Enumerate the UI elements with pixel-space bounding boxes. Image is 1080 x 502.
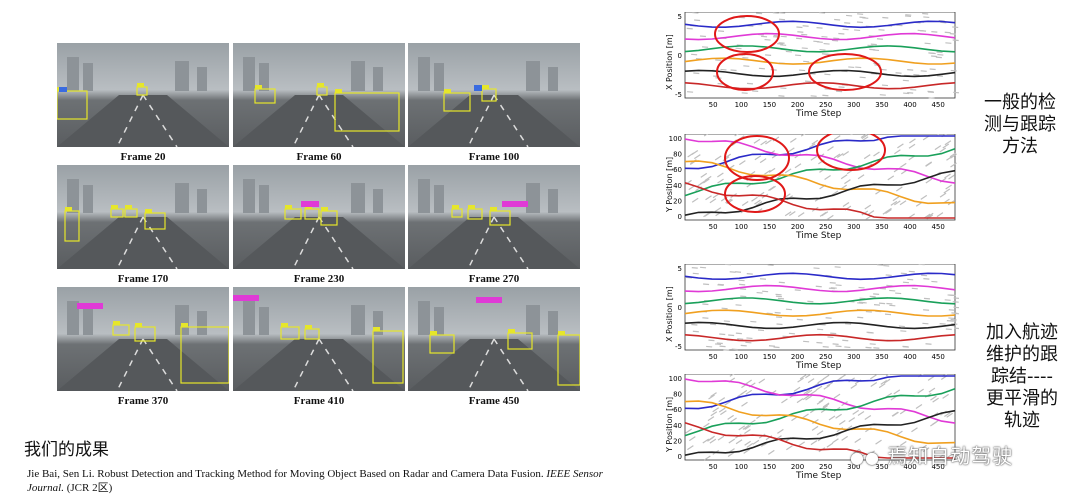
y-tick-label: 40: [673, 182, 682, 190]
x-tick-label: 100: [735, 223, 748, 231]
trajectory-plot: 100 80 60 40 20 0 50 100 150 200 250 300 350 400 450 Y …: [665, 374, 959, 488]
x-tick-label: 300: [847, 353, 860, 361]
x-tick-label: 300: [847, 101, 860, 109]
heading: 我们的成果: [24, 435, 109, 460]
x-tick-label: 200: [791, 463, 804, 471]
x-tick-label: 400: [903, 101, 916, 109]
x-tick-label: 200: [791, 223, 804, 231]
x-tick-label: 50: [709, 463, 718, 471]
y-tick-label: -5: [675, 91, 682, 99]
y-axis-label: X Position [m]: [665, 34, 674, 90]
y-axis-label: X Position [m]: [665, 286, 674, 342]
label-top-line: 方法: [970, 136, 1070, 158]
x-tick-label: 100: [735, 353, 748, 361]
x-tick-label: 250: [819, 463, 832, 471]
camera-frame: [233, 287, 405, 391]
frame-caption: Frame 100: [408, 151, 580, 163]
x-tick-label: 450: [931, 223, 944, 231]
label-top-line: 一般的检: [970, 92, 1070, 114]
y-tick-label: 0: [678, 52, 682, 60]
x-tick-label: 200: [791, 353, 804, 361]
x-tick-label: 100: [735, 463, 748, 471]
frame-caption: Frame 410: [233, 395, 405, 407]
y-tick-label: 80: [673, 151, 682, 159]
label-bottom: 加入航迹 维护的跟 踪结---- 更平滑的 轨迹: [972, 322, 1072, 432]
y-axis-label: Y Position [m]: [665, 157, 674, 212]
label-bottom-line: 更平滑的: [972, 388, 1072, 410]
watermark-text: 焉知自动驾驶: [887, 444, 1013, 468]
x-tick-label: 250: [819, 353, 832, 361]
trajectory-plot: 100 80 60 40 20 0 50 100 150 200 250 300 350 400 450 Y …: [665, 134, 959, 248]
y-tick-label: 0: [678, 453, 682, 461]
y-tick-label: 80: [673, 391, 682, 399]
x-tick-label: 200: [791, 101, 804, 109]
y-tick-label: -5: [675, 343, 682, 351]
x-tick-label: 150: [763, 223, 776, 231]
x-axis-label: Time Step: [796, 231, 841, 241]
camera-frame: [57, 287, 229, 391]
trajectory-plot: 5 0 -5 50 100 150 200 250 300 350 400 450 X Position…: [665, 12, 959, 126]
label-bottom-line: 轨迹: [972, 410, 1072, 432]
y-axis-label: Y Position [m]: [665, 397, 674, 452]
x-tick-label: 250: [819, 223, 832, 231]
y-tick-label: 5: [678, 13, 682, 21]
camera-frame: [57, 165, 229, 269]
y-tick-label: 5: [678, 265, 682, 273]
label-bottom-line: 维护的跟: [972, 344, 1072, 366]
label-top-line: 测与跟踪: [970, 114, 1070, 136]
x-tick-label: 350: [875, 101, 888, 109]
y-tick-label: 0: [678, 213, 682, 221]
x-tick-label: 100: [735, 101, 748, 109]
citation-rank: (JCR 2区): [67, 482, 113, 494]
x-tick-label: 150: [763, 101, 776, 109]
x-tick-label: 150: [763, 353, 776, 361]
x-axis-label: Time Step: [796, 361, 841, 371]
frame-caption: Frame 370: [57, 395, 229, 407]
y-tick-label: 100: [669, 375, 682, 383]
watermark: ●● 焉知自动驾驶: [850, 440, 1013, 469]
y-tick-label: 100: [669, 135, 682, 143]
x-tick-label: 400: [903, 353, 916, 361]
frame-caption: Frame 230: [233, 273, 405, 285]
x-tick-label: 450: [931, 353, 944, 361]
x-tick-label: 450: [931, 101, 944, 109]
x-tick-label: 50: [709, 223, 718, 231]
trajectory-plot: 5 0 -5 50 100 150 200 250 300 350 400 450 X Position…: [665, 264, 959, 378]
frame-caption: Frame 270: [408, 273, 580, 285]
frame-grid: Frame 20 Frame 60 Frame 100 Frame 170 Frame …: [57, 43, 580, 405]
x-tick-label: 50: [709, 101, 718, 109]
label-bottom-line: 加入航迹: [972, 322, 1072, 344]
frame-caption: Frame 450: [408, 395, 580, 407]
frame-caption: Frame 170: [57, 273, 229, 285]
x-tick-label: 250: [819, 101, 832, 109]
x-tick-label: 300: [847, 223, 860, 231]
x-axis-label: Time Step: [796, 109, 841, 119]
wechat-icon: ●●: [850, 448, 880, 467]
camera-frame: [233, 43, 405, 147]
label-top: 一般的检 测与跟踪 方法: [970, 92, 1070, 158]
citation-authors: Jie Bai, Sen Li.: [27, 468, 95, 480]
x-tick-label: 400: [903, 223, 916, 231]
x-tick-label: 350: [875, 353, 888, 361]
y-tick-label: 60: [673, 406, 682, 414]
y-tick-label: 60: [673, 166, 682, 174]
frame-caption: Frame 20: [57, 151, 229, 163]
camera-frame: [57, 43, 229, 147]
camera-frame: [408, 43, 580, 147]
y-tick-label: 20: [673, 197, 682, 205]
camera-frame: [233, 165, 405, 269]
camera-frame: [408, 287, 580, 391]
x-tick-label: 350: [875, 223, 888, 231]
y-tick-label: 0: [678, 304, 682, 312]
label-bottom-line: 踪结----: [972, 366, 1072, 388]
x-tick-label: 50: [709, 353, 718, 361]
y-tick-label: 20: [673, 437, 682, 445]
frame-caption: Frame 60: [233, 151, 405, 163]
citation-title: Robust Detection and Tracking Method for…: [97, 468, 543, 480]
x-tick-label: 150: [763, 463, 776, 471]
camera-frame: [408, 165, 580, 269]
y-tick-label: 40: [673, 422, 682, 430]
citation: Jie Bai, Sen Li. Robust Detection and Tr…: [27, 467, 617, 495]
x-axis-label: Time Step: [796, 471, 841, 481]
